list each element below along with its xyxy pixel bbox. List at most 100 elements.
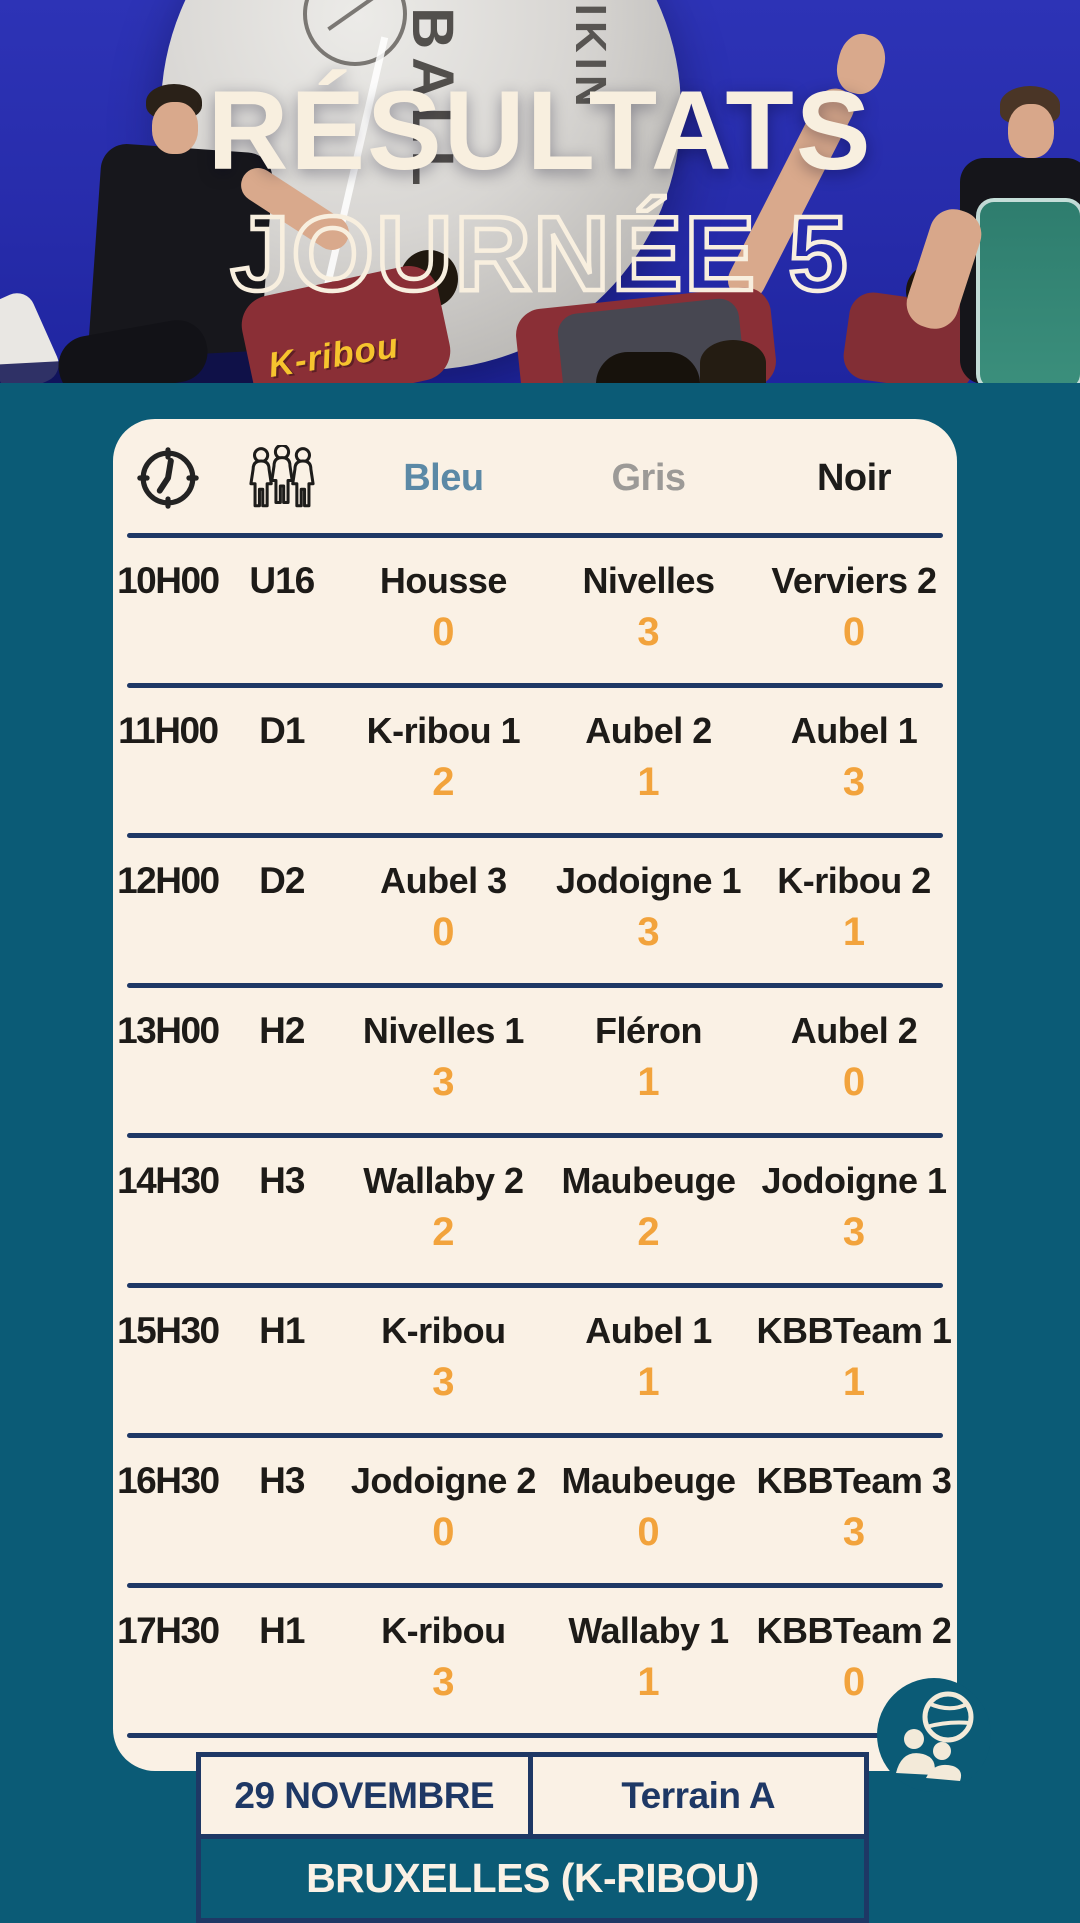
team-score: 1: [842, 1360, 866, 1404]
team-name: K-ribou 2: [777, 860, 931, 901]
players-icon: [249, 445, 315, 508]
team-cell-noir: KBBTeam 1 1: [751, 1310, 957, 1405]
match-time: 15H30: [117, 1310, 220, 1351]
team-name: Nivelles: [582, 560, 715, 601]
team-score: 0: [432, 910, 455, 954]
player-left-face: [152, 102, 198, 154]
row-divider: [127, 683, 943, 688]
event-court: Terrain A: [621, 1774, 776, 1816]
team-score: 1: [842, 910, 866, 954]
team-cell-gris: Maubeuge 2: [546, 1160, 751, 1255]
team-score: 0: [842, 1060, 866, 1104]
team-name: Nivelles 1: [362, 1010, 525, 1051]
kinball-club-logo-icon: [877, 1678, 991, 1792]
match-category: U16: [249, 560, 315, 601]
team-cell-gris: Aubel 1 1: [546, 1310, 751, 1405]
team-cell-bleu: K-ribou 1 2: [341, 710, 546, 805]
team-score: 3: [432, 1060, 455, 1104]
row-divider: [127, 533, 943, 538]
team-name: Maubeuge: [561, 1160, 736, 1201]
row-divider: [127, 1133, 943, 1138]
team-name: Housse: [379, 560, 508, 601]
player-bottom-head: [596, 352, 700, 383]
team-name: K-ribou: [381, 1610, 506, 1651]
team-score: 1: [637, 1060, 660, 1104]
team-name: Aubel 2: [585, 710, 712, 751]
team-cell-gris: Aubel 2 1: [546, 710, 751, 805]
category-column-header: [223, 445, 341, 511]
team-cell-gris: Jodoigne 1 3: [546, 860, 751, 955]
team-cell-bleu: Jodoigne 2 0: [341, 1460, 546, 1555]
table-row: 14H30 H3 Wallaby 2 2 Maubeuge 2 Jodoigne 1…: [113, 1138, 957, 1283]
team-name: KBBTeam 2: [756, 1610, 952, 1651]
table-row: 12H00 D2 Aubel 3 0 Jodoigne 1 3 K-ribou 2 1: [113, 838, 957, 983]
team-score: 2: [432, 1210, 455, 1254]
ball-brand-text-secondary: OMNIKIN: [565, 0, 615, 206]
match-time: 10H00: [117, 560, 220, 601]
row-divider: [127, 833, 943, 838]
team-cell-gris: Maubeuge 0: [546, 1460, 751, 1555]
team-name: K-ribou: [381, 1310, 506, 1351]
team-cell-noir: KBBTeam 2 0: [751, 1610, 957, 1705]
team-name: Jodoigne 1: [555, 860, 742, 901]
page-subtitle: JOURNÉE 5: [228, 193, 850, 316]
header-photo: KIN-BALL OMNIKIN K-ribou RÉSULTATS JOURN…: [0, 0, 1080, 383]
team-cell-gris: Nivelles 3: [546, 560, 751, 655]
team-score: 3: [432, 1360, 455, 1404]
team-score: 2: [637, 1210, 660, 1254]
team-cell-noir: Jodoigne 1 3: [751, 1160, 957, 1255]
team-cell-bleu: K-ribou 3: [341, 1310, 546, 1405]
row-divider: [127, 983, 943, 988]
club-logo: [876, 1677, 992, 1793]
clock-icon: [137, 447, 199, 509]
team-name: K-ribou 1: [366, 710, 521, 751]
team-name: Maubeuge: [561, 1460, 736, 1501]
event-info-boxes: 29 NOVEMBRE Terrain A: [196, 1752, 869, 1834]
match-time: 12H00: [117, 860, 220, 901]
team-score: 0: [432, 610, 455, 654]
team-cell-noir: KBBTeam 3 3: [751, 1460, 957, 1555]
event-date: 29 NOVEMBRE: [201, 1757, 533, 1834]
team-score: 1: [637, 1660, 660, 1704]
match-category: H1: [259, 1310, 305, 1351]
match-category: H1: [259, 1610, 305, 1651]
team-name: Aubel 1: [585, 1310, 712, 1351]
team-score: 3: [842, 1210, 866, 1254]
team-name: Aubel 3: [380, 860, 507, 901]
row-divider: [127, 1583, 943, 1588]
table-row: 11H00 D1 K-ribou 1 2 Aubel 2 1 Aubel 1 3: [113, 688, 957, 833]
column-header-gris: Gris: [611, 456, 686, 499]
player-standing-face: [1008, 104, 1054, 158]
kinball-federation-emblem: [303, 0, 407, 66]
match-time: 16H30: [117, 1460, 220, 1501]
event-location-banner: BRUXELLES (K-RIBOU): [196, 1834, 869, 1923]
player-reaching-head: [700, 340, 766, 383]
time-column-header: [113, 447, 223, 509]
page-title: RÉSULTATS: [207, 68, 873, 193]
table-row: 15H30 H1 K-ribou 3 Aubel 1 1 KBBTeam 1 1: [113, 1288, 957, 1433]
match-time: 13H00: [117, 1010, 220, 1051]
results-card: Bleu Gris Noir 10H00 U16 Housse 0 Nivelle…: [113, 419, 957, 1923]
team-cell-noir: K-ribou 2 1: [751, 860, 957, 955]
team-cell-noir: Aubel 1 3: [751, 710, 957, 805]
team-name: Jodoigne 2: [350, 1460, 537, 1501]
team-score: 3: [842, 760, 866, 804]
match-time: 14H30: [117, 1160, 220, 1201]
team-name: Wallaby 1: [568, 1610, 729, 1651]
table-row: 17H30 H1 K-ribou 3 Wallaby 1 1 KBBTeam 2 0: [113, 1588, 957, 1733]
row-divider: [127, 1433, 943, 1438]
match-time: 11H00: [118, 710, 219, 751]
match-category: D1: [259, 710, 305, 751]
row-divider: [127, 1283, 943, 1288]
row-divider: [127, 1733, 943, 1738]
team-score: 3: [842, 1510, 866, 1554]
team-cell-gris: Wallaby 1 1: [546, 1610, 751, 1705]
team-score: 0: [842, 1660, 866, 1704]
table-row: 10H00 U16 Housse 0 Nivelles 3 Verviers 2 0: [113, 538, 957, 683]
match-time: 17H30: [117, 1610, 220, 1651]
team-cell-bleu: Housse 0: [341, 560, 546, 655]
match-category: H2: [259, 1010, 305, 1051]
team-cell-gris: Fléron 1: [546, 1010, 751, 1105]
team-name: Fléron: [594, 1010, 703, 1051]
